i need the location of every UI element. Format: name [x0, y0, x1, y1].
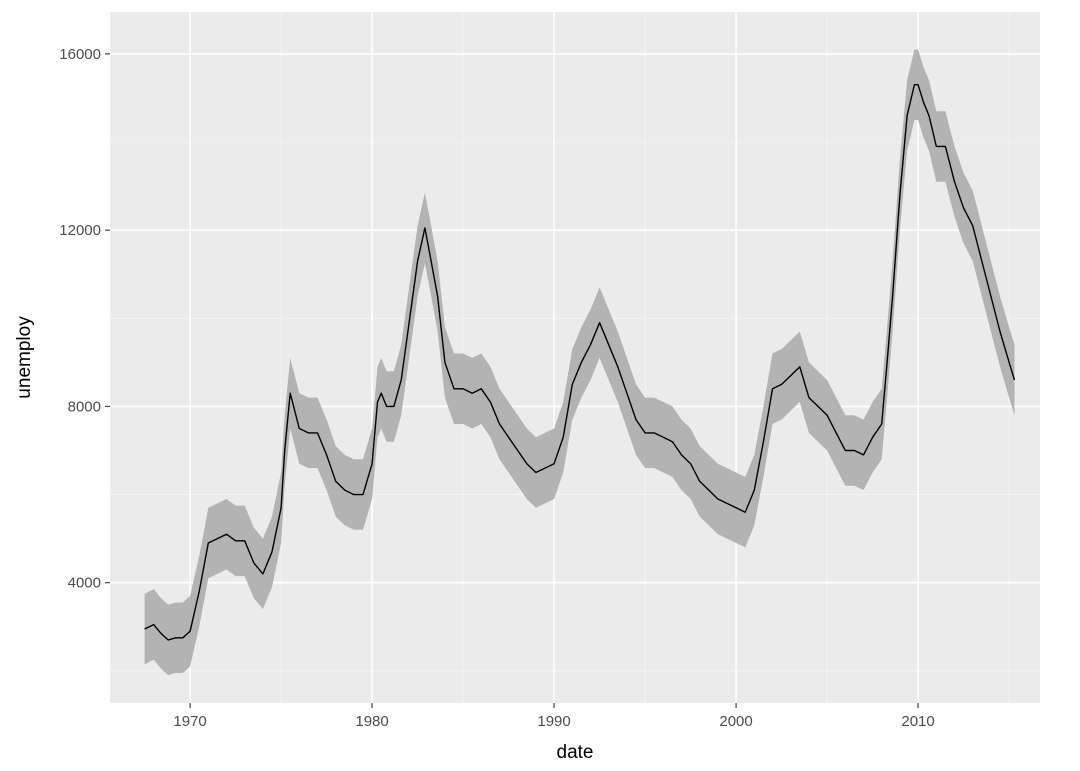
y-tick-label: 8000 [68, 398, 101, 415]
y-axis: 4000 8000 12000 16000 [59, 46, 110, 592]
x-axis-title: date [557, 742, 594, 763]
x-tick-label: 2010 [901, 713, 934, 730]
x-tick-label: 1990 [537, 713, 570, 730]
series-line-unemploy [144, 84, 1016, 641]
y-tick-label: 4000 [68, 575, 101, 592]
y-tick-label: 12000 [59, 222, 101, 239]
y-axis-title: unemploy [14, 316, 35, 399]
x-axis: 1970 1980 1990 2000 2010 [173, 703, 935, 730]
y-tick-label: 16000 [59, 46, 101, 63]
x-tick-label: 2000 [719, 713, 752, 730]
confidence-band [144, 49, 1015, 676]
x-tick-label: 1980 [355, 713, 388, 730]
minor-gridlines [110, 12, 1040, 703]
x-tick-label: 1970 [173, 713, 206, 730]
